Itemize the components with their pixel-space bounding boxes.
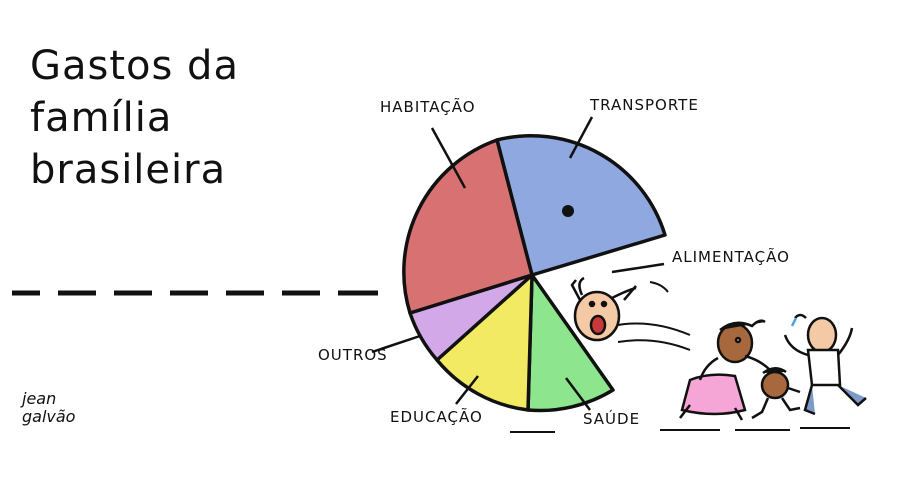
title-line-2: família: [30, 95, 173, 141]
man-flying-figure: [570, 276, 637, 342]
label-habitacao: HABITAÇÃO: [380, 97, 476, 116]
title-line-1: Gastos da: [30, 43, 239, 89]
man-running-figure: [783, 313, 867, 416]
woman-running-figure: [679, 319, 771, 421]
signature-line-1: jean: [22, 389, 57, 408]
pie-slice-saude: [526, 273, 615, 413]
cartoon-title: Gastos da família brasileira: [30, 40, 239, 196]
leader-lines: [371, 116, 665, 411]
child-running-figure: [751, 367, 801, 420]
ground-lines: [510, 281, 850, 433]
title-line-3: brasileira: [30, 147, 227, 193]
pie-dot: [562, 205, 574, 217]
label-educacao: EDUCAÇÃO: [390, 407, 483, 426]
pie-slice-educacao: [435, 273, 534, 412]
pie-slice-transporte: [495, 134, 667, 277]
label-transporte: TRANSPORTE: [589, 96, 699, 114]
label-outros: OUTROS: [318, 346, 388, 364]
artist-signature: jean galvão: [22, 390, 75, 426]
signature-line-2: galvão: [22, 407, 76, 426]
label-alimentacao: ALIMENTAÇÃO: [672, 247, 790, 266]
label-saude: SAÚDE: [583, 409, 640, 428]
pie-slices: [402, 134, 667, 413]
pie-slice-habitacao: [402, 138, 534, 315]
